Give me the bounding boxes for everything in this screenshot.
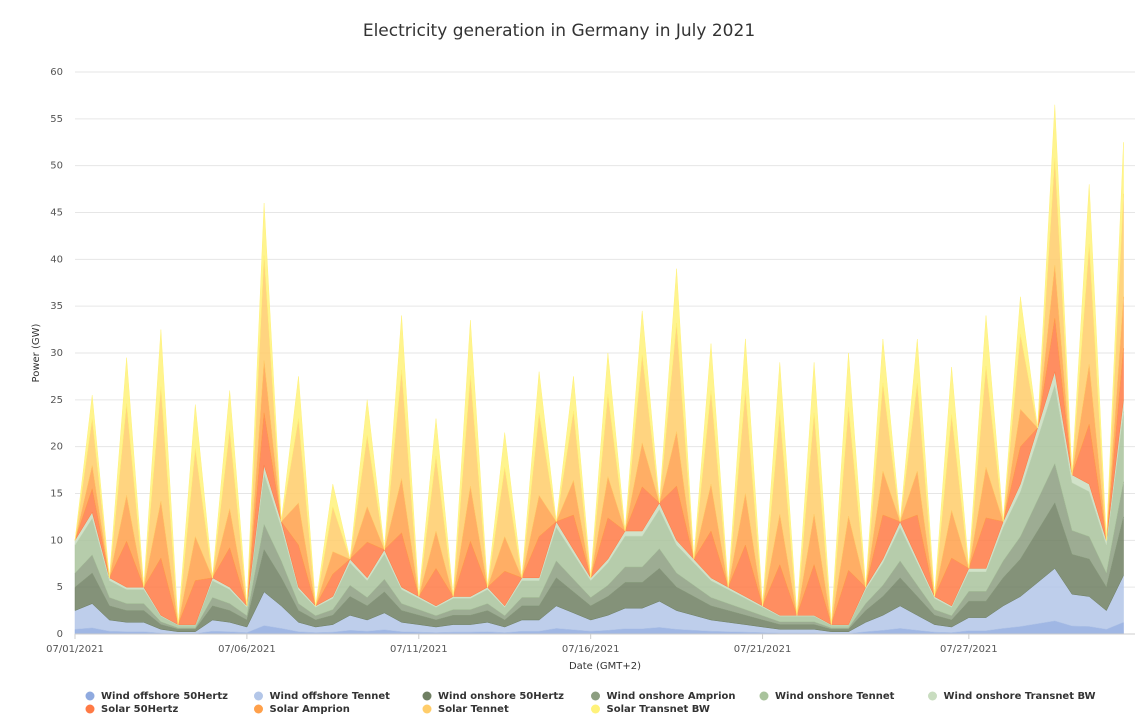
legend-marker xyxy=(85,704,95,714)
y-tick-label: 20 xyxy=(50,442,63,453)
x-tick-label: 07/01/2021 xyxy=(46,644,104,655)
legend-label: Wind onshore 50Hertz xyxy=(438,691,564,702)
x-tick-label: 07/21/2021 xyxy=(734,644,792,655)
legend-label: Wind offshore Tennet xyxy=(270,691,391,702)
legend-marker xyxy=(591,704,600,714)
legend-marker xyxy=(85,691,95,701)
x-axis-label: Date (GMT+2) xyxy=(569,661,641,672)
y-tick-label: 60 xyxy=(50,67,63,78)
legend-label: Solar Amprion xyxy=(270,704,350,715)
legend-marker xyxy=(759,691,769,701)
legend-label: Solar Tennet xyxy=(438,704,509,715)
legend-marker xyxy=(254,691,263,701)
x-tick-label: 07/16/2021 xyxy=(562,644,620,655)
y-tick-label: 45 xyxy=(50,208,63,219)
y-tick-label: 30 xyxy=(50,348,63,359)
y-axis-label: Power (GW) xyxy=(31,323,42,382)
legend-label: Wind onshore Amprion xyxy=(607,691,736,702)
area xyxy=(74,104,1124,625)
x-tick-label: 07/06/2021 xyxy=(218,644,276,655)
y-tick-label: 10 xyxy=(50,535,63,546)
legend-label: Wind onshore Tennet xyxy=(775,691,895,702)
legend-label: Wind onshore Transnet BW xyxy=(944,691,1096,702)
legend-label: Wind offshore 50Hertz xyxy=(101,691,228,702)
y-tick-label: 5 xyxy=(57,582,63,593)
y-tick-label: 40 xyxy=(50,254,63,265)
x-tick-label: 07/27/2021 xyxy=(940,644,998,655)
y-tick-label: 50 xyxy=(50,161,63,172)
y-tick-label: 55 xyxy=(50,114,63,125)
legend-marker xyxy=(422,691,432,701)
legend-label: Solar Transnet BW xyxy=(607,704,710,715)
legend-marker xyxy=(928,691,937,701)
y-tick-label: 15 xyxy=(50,489,63,500)
y-tick-label: 0 xyxy=(57,629,63,640)
legend-marker xyxy=(422,704,432,714)
y-tick-label: 35 xyxy=(50,301,63,312)
legend-marker xyxy=(254,704,263,714)
legend-label: Solar 50Hertz xyxy=(101,704,178,715)
chart-title: Electricity generation in Germany in Jul… xyxy=(363,21,755,41)
legend-marker xyxy=(591,691,600,701)
x-tick-label: 07/11/2021 xyxy=(390,644,448,655)
y-tick-label: 25 xyxy=(50,395,63,406)
